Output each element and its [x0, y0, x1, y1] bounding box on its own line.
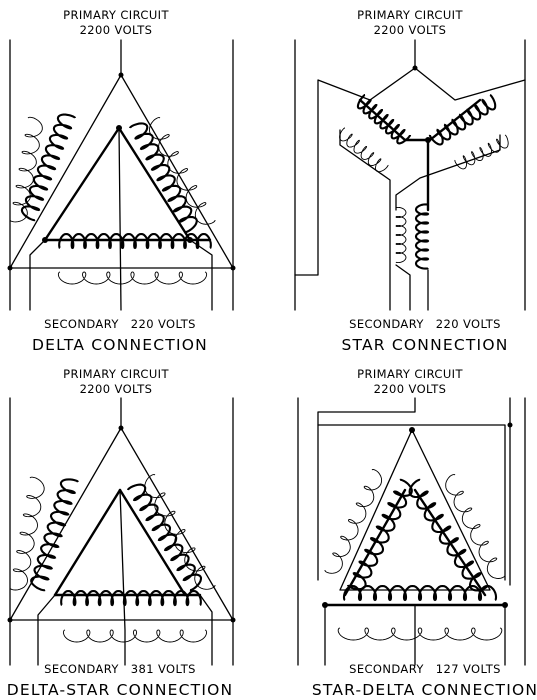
primary-voltage: 2200 VOLTS	[80, 382, 153, 396]
coils	[9, 113, 216, 285]
primary-voltage: 2200 VOLTS	[80, 23, 153, 37]
primary-coil	[60, 589, 202, 607]
primary-wires	[297, 397, 526, 666]
primary-voltage: 2200 VOLTS	[374, 23, 447, 37]
primary-coil	[408, 478, 490, 592]
primary-wires	[9, 397, 234, 666]
secondary-coil	[144, 474, 216, 590]
primary-coil	[356, 93, 412, 145]
connection-name: STAR-DELTA CONNECTION	[312, 681, 537, 699]
primary-coil	[126, 483, 203, 592]
secondary-coil	[454, 134, 509, 170]
panel-star-delta: PRIMARY CIRCUIT 2200 VOLTS SECONDARY 127 …	[297, 367, 537, 699]
secondary-label: SECONDARY 220 VOLTS	[349, 317, 501, 331]
primary-title: PRIMARY CIRCUIT	[357, 8, 463, 22]
primary-coil	[20, 113, 77, 222]
primary-coil	[346, 478, 413, 591]
secondary-coil	[337, 627, 503, 641]
secondary-coil	[339, 127, 389, 173]
primary-coil	[414, 203, 430, 270]
secondary-coil	[324, 469, 383, 574]
secondary-coil	[62, 629, 208, 643]
connection-name: STAR CONNECTION	[341, 336, 508, 354]
nodes	[7, 425, 236, 623]
primary-coil	[30, 478, 79, 592]
coils	[339, 93, 509, 270]
secondary-label: SECONDARY 220 VOLTS	[44, 317, 196, 331]
nodes	[7, 72, 236, 271]
primary-coil	[342, 584, 498, 602]
coils	[324, 469, 506, 641]
secondary-coil	[9, 476, 45, 591]
secondary-coil	[395, 206, 407, 264]
connection-name: DELTA-STAR CONNECTION	[7, 681, 234, 699]
primary-wires	[294, 39, 526, 311]
primary-coil	[428, 94, 497, 146]
coils	[9, 474, 216, 643]
primary-coil	[58, 232, 212, 250]
secondary-coil	[9, 116, 43, 223]
primary-voltage: 2200 VOLTS	[374, 382, 447, 396]
panel-delta: PRIMARY CIRCUIT 2200 VOLTS SECONDARY 220 …	[7, 8, 236, 354]
primary-title: PRIMARY CIRCUIT	[357, 367, 463, 381]
panel-delta-star: PRIMARY CIRCUIT 2200 VOLTS SECONDARY 381 …	[7, 367, 236, 699]
secondary-coil	[445, 474, 506, 579]
secondary-coil	[57, 271, 208, 285]
secondary-coil	[148, 117, 216, 225]
secondary-label: SECONDARY 381 VOLTS	[44, 662, 196, 676]
nodes	[322, 422, 513, 608]
nodes	[412, 65, 431, 143]
primary-coil	[128, 122, 198, 234]
primary-wires	[9, 39, 234, 311]
primary-title: PRIMARY CIRCUIT	[63, 367, 169, 381]
secondary-label: SECONDARY 127 VOLTS	[349, 662, 501, 676]
connection-name: DELTA CONNECTION	[32, 336, 208, 354]
panel-star: PRIMARY CIRCUIT 2200 VOLTS SECONDARY 220 …	[294, 8, 526, 354]
primary-title: PRIMARY CIRCUIT	[63, 8, 169, 22]
